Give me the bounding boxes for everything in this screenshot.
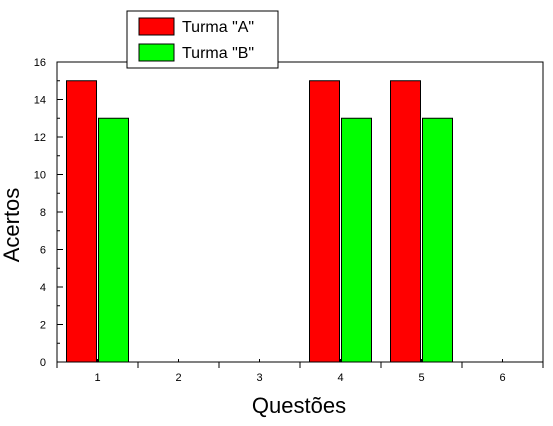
y-tick-label: 14 bbox=[34, 95, 46, 107]
legend-label-b: Turma "B" bbox=[182, 45, 254, 62]
bar-series-1-q5 bbox=[390, 80, 421, 363]
x-tick-label: 6 bbox=[499, 372, 505, 384]
bar-series-1-q1 bbox=[66, 80, 97, 363]
y-tick-label: 12 bbox=[34, 132, 46, 144]
legend-label-a: Turma "A" bbox=[182, 19, 254, 36]
y-tick-label: 2 bbox=[40, 320, 46, 332]
legend-swatch-a bbox=[138, 17, 175, 36]
x-tick-label: 2 bbox=[175, 372, 181, 384]
bar-series-2-q4 bbox=[341, 117, 372, 363]
x-tick-label: 1 bbox=[94, 372, 100, 384]
plot-frame bbox=[56, 61, 544, 363]
legend-swatch-b bbox=[138, 43, 175, 62]
x-tick-label: 3 bbox=[256, 372, 262, 384]
axes-group bbox=[56, 62, 543, 363]
bar-series-1-q4 bbox=[309, 80, 340, 363]
y-ticks-group: 0 2 4 6 8 10 12 14 16 bbox=[34, 57, 63, 369]
plot-area bbox=[56, 61, 544, 363]
y-tick-label: 4 bbox=[40, 282, 46, 294]
x-ticks-group: 1 2 3 4 5 6 bbox=[56, 359, 544, 384]
bars-group bbox=[66, 80, 453, 363]
y-tick-label: 16 bbox=[34, 57, 46, 69]
x-tick-label: 4 bbox=[337, 372, 343, 384]
y-tick-label: 8 bbox=[40, 207, 46, 219]
bar-series-2-q1 bbox=[98, 117, 129, 363]
y-tick-label: 0 bbox=[40, 357, 46, 369]
x-tick-label: 5 bbox=[418, 372, 424, 384]
y-tick-label: 10 bbox=[34, 170, 46, 182]
y-axis-title: Acertos bbox=[0, 188, 24, 263]
x-axis-title: Questões bbox=[252, 393, 346, 418]
bar-series-2-q5 bbox=[422, 117, 453, 363]
legend: Turma "A" Turma "B" bbox=[126, 10, 279, 69]
y-tick-label: 6 bbox=[40, 245, 46, 257]
